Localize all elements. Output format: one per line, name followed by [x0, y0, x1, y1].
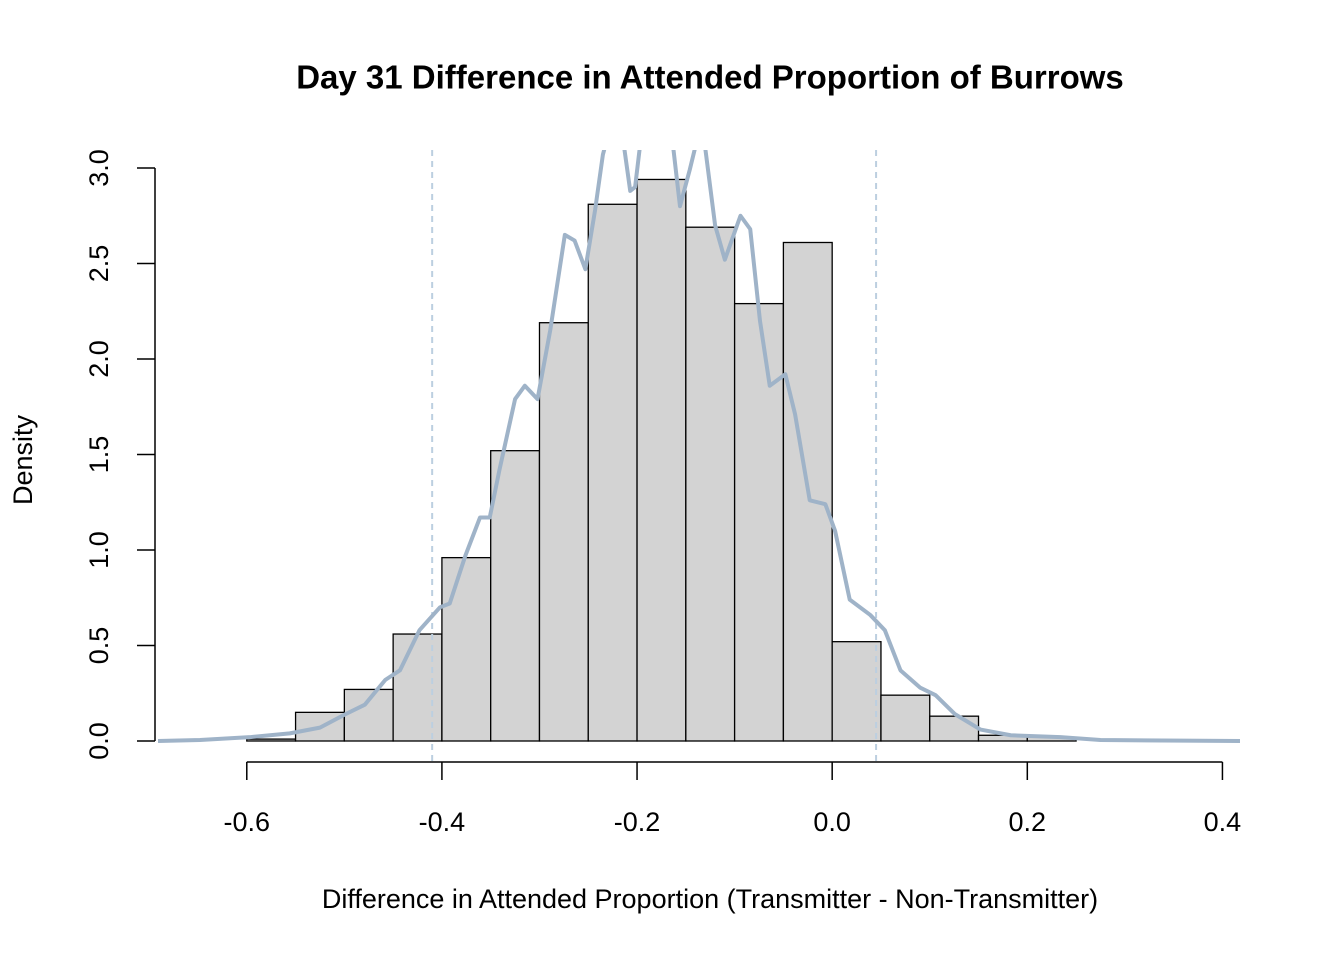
- density-line: [158, 150, 1240, 743]
- bar: [441, 556, 492, 742]
- bar: [392, 633, 443, 742]
- y-tick-label: 2.0: [84, 340, 114, 378]
- bar: [490, 450, 541, 742]
- y-tick-label: 2.5: [84, 245, 114, 283]
- y-tick-label: 1.5: [84, 436, 114, 474]
- x-axis-label: Difference in Attended Proportion (Trans…: [322, 884, 1098, 914]
- bar: [733, 302, 785, 742]
- bar: [831, 641, 882, 742]
- bar: [685, 226, 736, 742]
- y-axis-label: Density: [8, 414, 38, 505]
- y-tick-label: 0.0: [84, 722, 114, 760]
- bar: [246, 738, 297, 742]
- y-tick-label: 0.5: [84, 627, 114, 665]
- y-tick-label: 3.0: [84, 149, 114, 187]
- bar: [538, 322, 589, 742]
- x-tick-label: -0.6: [224, 807, 271, 837]
- x-tick-label: 0.0: [813, 807, 851, 837]
- x-tick-label: 0.4: [1204, 807, 1242, 837]
- x-tick-label: 0.2: [1009, 807, 1047, 837]
- x-tick-label: -0.2: [614, 807, 661, 837]
- chart-title: Day 31 Difference in Attended Proportion…: [296, 59, 1124, 96]
- plot-area: [158, 150, 1240, 764]
- bar: [929, 715, 980, 742]
- axes: -0.6 -0.4 -0.2 0.0 0.2 0.4 0.0 0.5 1.0 1.5 2.0 2.5 3…: [84, 149, 1241, 837]
- bar: [880, 694, 931, 742]
- x-tick-label: -0.4: [419, 807, 466, 837]
- bar: [636, 178, 687, 742]
- bar: [587, 203, 638, 742]
- y-tick-label: 1.0: [84, 531, 114, 569]
